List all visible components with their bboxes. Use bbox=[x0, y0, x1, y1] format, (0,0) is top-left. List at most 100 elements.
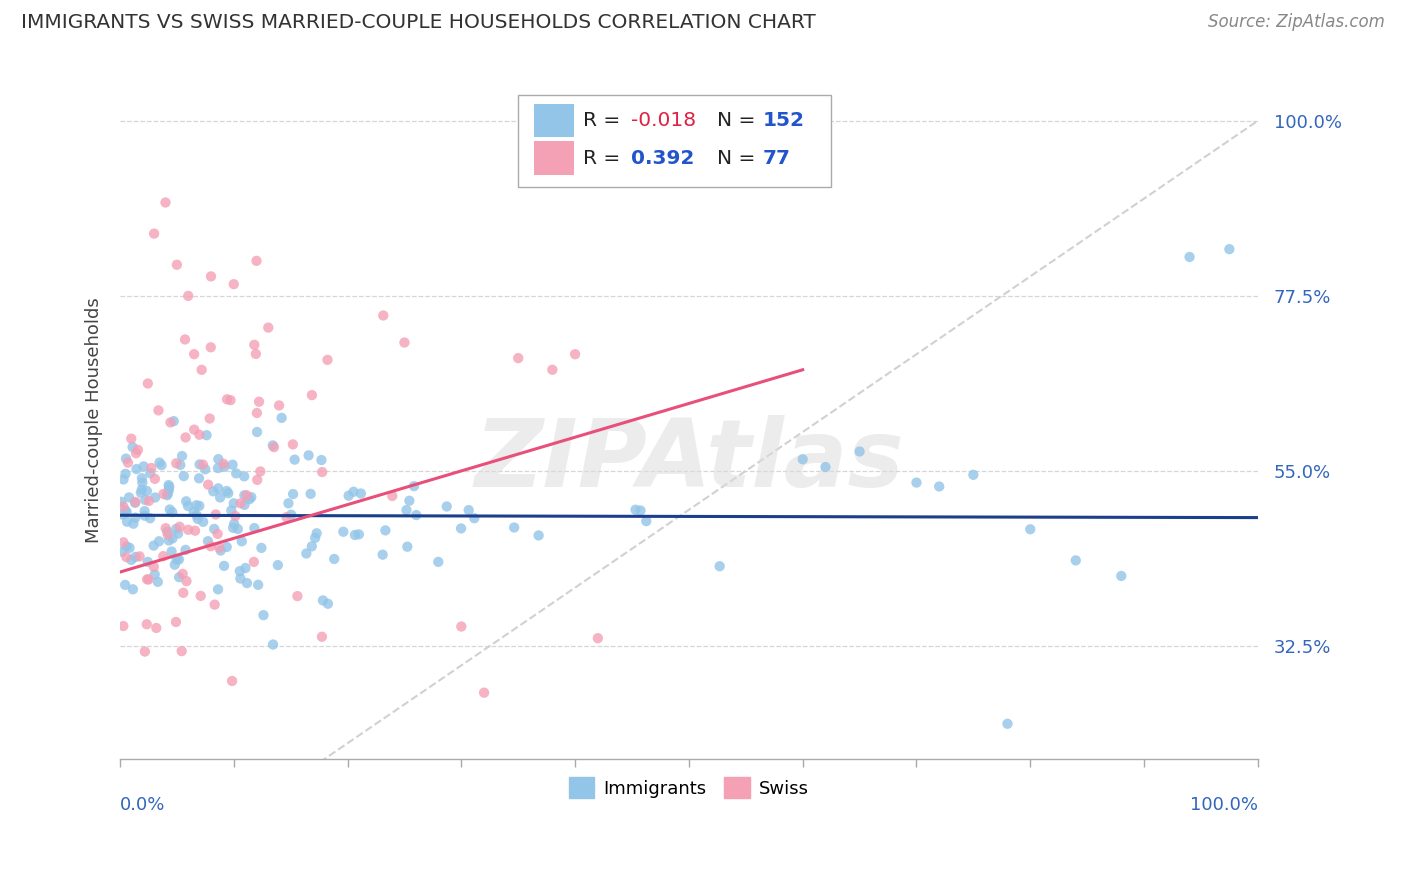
Point bbox=[138, 494, 160, 508]
Point bbox=[148, 456, 170, 470]
Point bbox=[297, 448, 319, 462]
Point bbox=[121, 440, 143, 454]
Point bbox=[174, 333, 197, 347]
Point bbox=[243, 555, 266, 569]
Point bbox=[124, 549, 146, 564]
Point bbox=[112, 500, 135, 514]
Point bbox=[281, 487, 304, 501]
Point bbox=[200, 269, 222, 284]
Point bbox=[284, 452, 307, 467]
Point bbox=[112, 473, 135, 487]
Point bbox=[243, 521, 266, 535]
Point bbox=[120, 432, 142, 446]
Point bbox=[709, 559, 731, 574]
Point bbox=[159, 416, 181, 430]
Point bbox=[134, 644, 156, 658]
Text: 100.0%: 100.0% bbox=[1189, 796, 1258, 814]
Point bbox=[165, 615, 187, 629]
Point bbox=[636, 514, 658, 528]
Point bbox=[212, 457, 235, 471]
Point bbox=[136, 572, 159, 586]
Point bbox=[170, 644, 193, 658]
Point bbox=[398, 493, 420, 508]
Point bbox=[167, 526, 190, 541]
Point bbox=[204, 508, 226, 522]
Point bbox=[630, 503, 652, 517]
Point bbox=[247, 578, 270, 592]
Point bbox=[120, 553, 142, 567]
Point bbox=[195, 428, 218, 442]
Point bbox=[316, 352, 339, 367]
Point bbox=[250, 541, 273, 555]
Point bbox=[257, 320, 280, 334]
Text: R =: R = bbox=[583, 111, 627, 130]
Point bbox=[323, 552, 346, 566]
Point bbox=[243, 338, 266, 352]
Point bbox=[127, 442, 149, 457]
Point bbox=[139, 466, 162, 480]
Point bbox=[221, 503, 243, 517]
Point bbox=[299, 487, 322, 501]
Point bbox=[152, 487, 174, 501]
Point bbox=[586, 631, 609, 645]
Point bbox=[198, 411, 221, 425]
Point bbox=[1064, 553, 1087, 567]
Point bbox=[215, 483, 238, 498]
Point bbox=[156, 527, 179, 541]
Point bbox=[238, 492, 260, 507]
Point bbox=[304, 531, 326, 545]
Point bbox=[301, 388, 323, 402]
Point bbox=[1019, 522, 1042, 536]
Point bbox=[194, 462, 217, 476]
Point bbox=[371, 548, 394, 562]
Text: N =: N = bbox=[717, 111, 762, 130]
Point bbox=[131, 471, 153, 485]
Point bbox=[112, 535, 135, 549]
Point bbox=[125, 462, 148, 476]
Point bbox=[191, 458, 214, 472]
Point bbox=[165, 456, 187, 470]
Point bbox=[277, 496, 299, 510]
Point bbox=[163, 414, 186, 428]
Point bbox=[222, 277, 245, 292]
Point bbox=[177, 499, 200, 513]
Point bbox=[295, 547, 318, 561]
Point bbox=[200, 340, 222, 354]
Point bbox=[311, 630, 333, 644]
Point bbox=[436, 500, 458, 514]
Point bbox=[186, 508, 208, 523]
Point bbox=[214, 459, 236, 474]
Point bbox=[450, 521, 472, 535]
Point bbox=[157, 478, 180, 492]
Point bbox=[163, 558, 186, 572]
Point bbox=[311, 465, 333, 479]
Point bbox=[159, 502, 181, 516]
Point bbox=[124, 496, 146, 510]
Point bbox=[457, 503, 479, 517]
Point bbox=[112, 619, 135, 633]
Point bbox=[209, 543, 232, 558]
Point bbox=[155, 521, 177, 535]
Point bbox=[240, 490, 263, 504]
Point bbox=[207, 527, 229, 541]
Point bbox=[122, 582, 145, 597]
Point bbox=[157, 483, 180, 497]
Point bbox=[170, 449, 193, 463]
Point bbox=[111, 545, 134, 559]
Point bbox=[156, 488, 179, 502]
Point bbox=[122, 516, 145, 531]
Point bbox=[381, 489, 404, 503]
Point bbox=[134, 493, 156, 508]
FancyBboxPatch shape bbox=[534, 142, 574, 176]
Point bbox=[167, 570, 190, 584]
Point bbox=[207, 481, 229, 495]
Point bbox=[311, 453, 333, 467]
Point bbox=[115, 540, 138, 554]
Point bbox=[541, 363, 564, 377]
Point bbox=[235, 488, 257, 502]
Text: 0.0%: 0.0% bbox=[120, 796, 166, 814]
Point bbox=[156, 486, 179, 500]
Point bbox=[792, 452, 814, 467]
Point bbox=[233, 498, 256, 512]
Point bbox=[129, 485, 152, 500]
